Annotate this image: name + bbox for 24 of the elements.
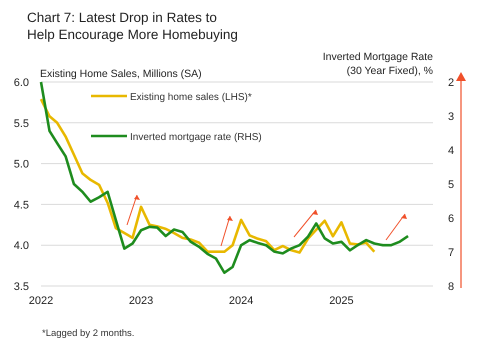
y-tick-label: 6.0	[14, 77, 29, 89]
y-axis-title: Existing Home Sales, Millions (SA)	[40, 68, 202, 80]
x-tick-label: 2023	[128, 295, 154, 307]
x-tick-label: 2025	[329, 295, 354, 307]
y-tick-label: 4.5	[14, 199, 29, 212]
y-tick-label: 4.0	[14, 240, 29, 252]
y-tick-label: 5.0	[14, 158, 29, 171]
y2-tick-label: 2	[448, 77, 454, 89]
line-series	[40, 80, 410, 274]
y2-tick-label: 6	[448, 213, 454, 225]
y2-tick-label: 7	[448, 247, 454, 259]
y2-tick-label: 4	[448, 145, 454, 157]
y2-tick-label: 3	[448, 111, 454, 123]
y2-axis-title: Inverted Mortgage Rate (30 Year Fixed), %	[322, 51, 434, 77]
x-tick-label: 2022	[28, 295, 54, 307]
y-tick-label: 5.5	[14, 118, 29, 130]
x-tick-label: 2024	[228, 295, 254, 307]
legend-label: Inverted mortgage rate (RHS)	[130, 132, 262, 143]
chart-title: Chart 7: Latest Drop in Rates to Help Encourage More Homebuying	[27, 10, 238, 42]
text: *Lagged by 2 months.	[42, 328, 134, 339]
y-tick-label: 3.5	[14, 281, 29, 293]
y2-tick-label: 5	[448, 179, 454, 191]
legend-label: Existing home sales (LHS)*	[130, 92, 252, 103]
y2-tick-label: 8	[448, 281, 454, 293]
